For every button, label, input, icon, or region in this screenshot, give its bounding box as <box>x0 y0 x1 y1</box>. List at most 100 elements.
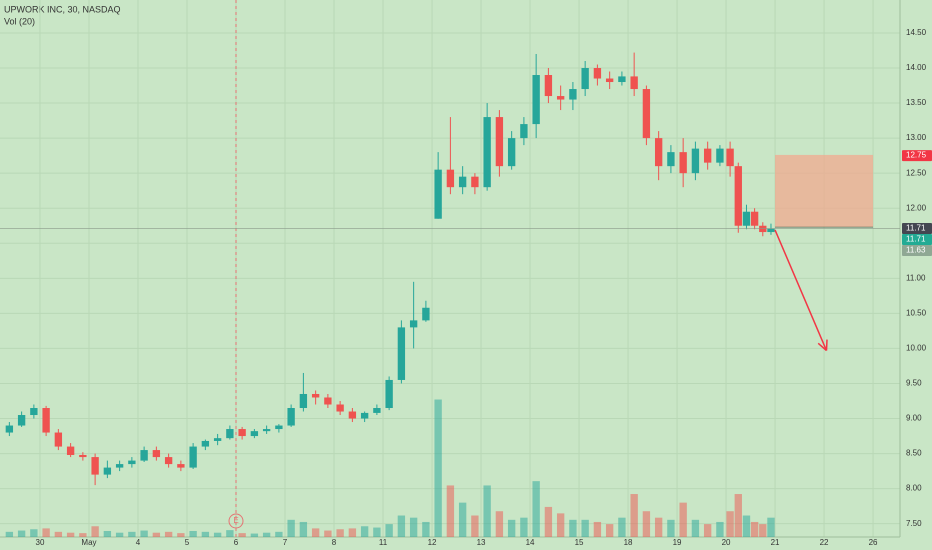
volume-bar <box>348 528 357 537</box>
candle-body <box>556 96 565 100</box>
volume-bar <box>91 526 99 537</box>
volume-bar <box>532 481 540 537</box>
volume-bar <box>5 531 14 537</box>
candle-body <box>189 446 197 468</box>
volume-bar <box>140 530 148 537</box>
volume-bar <box>201 531 210 537</box>
volume-bar <box>703 524 712 537</box>
candle-body <box>5 425 14 433</box>
candle-body <box>495 117 504 167</box>
volume-bar <box>250 533 259 537</box>
volume-bar <box>177 533 185 537</box>
candle-body <box>238 429 246 437</box>
candle-body <box>581 68 589 90</box>
y-tick-label: 10.00 <box>906 344 927 353</box>
candle-body <box>726 148 734 167</box>
candle-body <box>17 415 26 426</box>
y-tick-label: 10.50 <box>906 308 927 317</box>
chart-title: UPWORK INC, 30, NASDAQ <box>4 4 121 14</box>
volume-bar <box>373 527 381 537</box>
y-tick-label: 8.50 <box>906 449 922 458</box>
x-tick-label: 15 <box>575 538 584 547</box>
volume-bar <box>275 531 283 537</box>
volume-bar <box>213 532 222 537</box>
y-tick-label: 14.50 <box>906 28 927 37</box>
volume-bar <box>299 521 308 537</box>
volume-bar <box>642 511 651 537</box>
candle-body <box>667 152 675 167</box>
volume-bar <box>422 521 430 537</box>
candle-body <box>115 464 124 468</box>
arrow-head <box>825 339 828 351</box>
x-tick-label: 4 <box>136 538 141 547</box>
x-tick-label: May <box>81 538 96 547</box>
candle-body <box>716 148 724 163</box>
candle-body <box>446 169 455 188</box>
candle-body <box>458 176 467 188</box>
volume-bar <box>262 532 271 537</box>
x-tick-label: 22 <box>820 538 829 547</box>
volume-bar <box>238 533 246 537</box>
x-tick-label: 21 <box>771 538 780 547</box>
candle-body <box>385 379 393 409</box>
price-tag-label: 11.63 <box>906 246 926 255</box>
x-tick-label: 8 <box>332 538 337 547</box>
volume-bar <box>30 529 38 537</box>
x-tick-label: 14 <box>526 538 535 547</box>
volume-bar <box>458 502 467 537</box>
volume-bar <box>189 530 197 537</box>
volume-bar <box>434 399 442 537</box>
price-tag-label: 12.75 <box>906 151 927 160</box>
candle-body <box>618 76 626 83</box>
x-tick-label: 5 <box>185 538 190 547</box>
candle-body <box>30 408 38 416</box>
candle-body <box>360 412 369 419</box>
y-tick-label: 9.00 <box>906 414 922 423</box>
candle-body <box>262 429 271 432</box>
volume-bar <box>581 519 589 537</box>
candle-body <box>201 440 210 447</box>
x-tick-label: 12 <box>428 538 437 547</box>
volume-bar <box>103 530 112 537</box>
candle-body <box>140 450 148 461</box>
volume-bar <box>750 521 759 537</box>
candle-body <box>507 138 516 167</box>
candle-body <box>471 176 479 188</box>
x-tick-label: 18 <box>624 538 633 547</box>
price-tag-label: 11.71 <box>906 235 926 244</box>
candle-body <box>642 89 651 139</box>
price-tag <box>902 234 932 246</box>
volume-bar <box>618 517 626 537</box>
candle-body <box>483 117 491 188</box>
volume-bar <box>767 517 775 537</box>
x-tick-label: 7 <box>283 538 288 547</box>
candle-body <box>734 166 742 226</box>
event-label: E <box>233 516 238 525</box>
volume-bar <box>446 485 455 537</box>
volume-bar <box>336 529 344 537</box>
x-tick-label: 30 <box>36 538 45 547</box>
candle-body <box>348 411 357 419</box>
candle-body <box>324 397 332 405</box>
candle-body <box>422 307 430 321</box>
volume-bar <box>115 532 124 537</box>
volume-bar <box>742 515 751 537</box>
candle-body <box>299 393 308 409</box>
volume-bar <box>397 515 406 537</box>
y-tick-label: 13.00 <box>906 133 927 142</box>
candle-body <box>397 327 406 380</box>
volume-bar <box>593 521 602 537</box>
price-tag <box>902 150 932 162</box>
volume-bar <box>311 528 320 537</box>
candle-body <box>703 148 712 163</box>
candle-body <box>103 467 112 475</box>
candle-body <box>275 425 283 430</box>
y-tick-label: 12.50 <box>906 168 927 177</box>
candle-body <box>569 89 577 100</box>
candle-body <box>759 225 767 233</box>
candle-body <box>373 408 381 413</box>
candle-body <box>742 211 751 226</box>
y-tick-label: 8.00 <box>906 484 922 493</box>
candle-body <box>605 78 614 83</box>
candle-body <box>213 438 222 441</box>
